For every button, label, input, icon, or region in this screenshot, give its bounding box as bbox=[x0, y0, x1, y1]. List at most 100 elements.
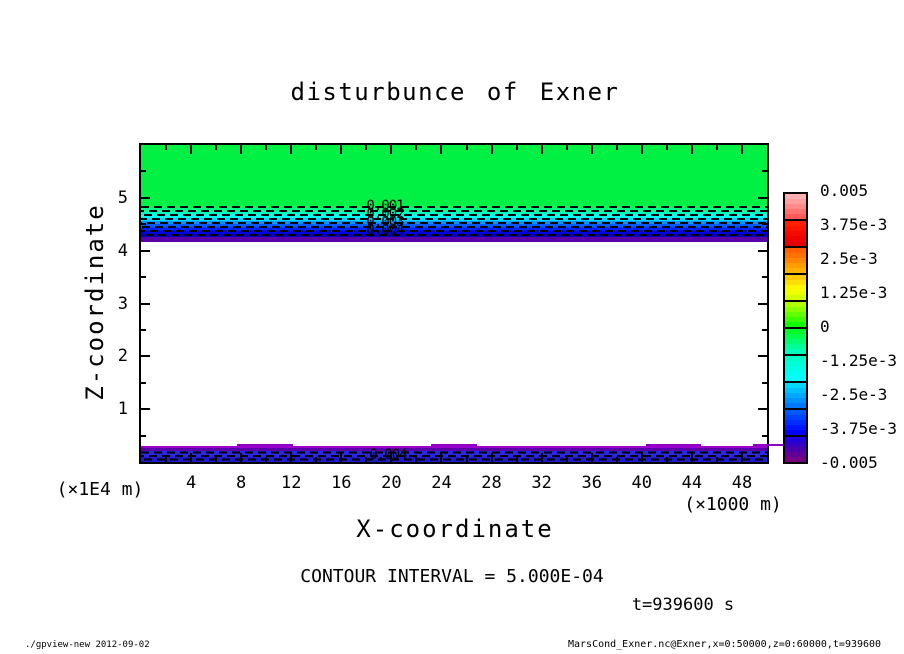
colorbar-block bbox=[785, 246, 806, 273]
x-tick-top bbox=[315, 145, 318, 150]
x-tick-top bbox=[640, 145, 643, 154]
y-tick-right bbox=[762, 276, 767, 279]
x-tick-top bbox=[415, 145, 418, 150]
x-tick-bottom bbox=[290, 453, 293, 462]
colorbar-tick-label: -2.5e-3 bbox=[820, 385, 888, 404]
contour-label-upper: 0.004 bbox=[366, 222, 404, 238]
colorbar-tick-label: -1.25e-3 bbox=[820, 351, 898, 370]
x-tick-bottom bbox=[190, 453, 193, 462]
x-tick-top bbox=[690, 145, 693, 154]
lower-band-bump bbox=[237, 444, 293, 446]
y-tick-label: 4 bbox=[117, 240, 128, 261]
y-tick-left bbox=[141, 249, 150, 252]
y-tick-left bbox=[141, 276, 146, 279]
x-tick-bottom bbox=[465, 457, 468, 462]
y-tick-right bbox=[762, 328, 767, 331]
x-tick-bottom bbox=[640, 453, 643, 462]
x-tick-top bbox=[665, 145, 668, 150]
colorbar-block bbox=[785, 354, 806, 381]
y-tick-right bbox=[758, 196, 767, 199]
x-tick-bottom bbox=[340, 453, 343, 462]
y-tick-left bbox=[141, 170, 146, 173]
x-tick-top bbox=[465, 145, 468, 150]
contour-label-upper: 0.002 bbox=[366, 206, 404, 222]
x-tick-label: 28 bbox=[481, 473, 502, 493]
x-tick-label: 12 bbox=[280, 473, 302, 493]
x-tick-top bbox=[165, 145, 168, 150]
contour-interval-note: CONTOUR INTERVAL = 5.000E-04 bbox=[300, 566, 604, 587]
x-tick-label: 48 bbox=[731, 473, 753, 493]
lower-band-purple-stripe bbox=[141, 448, 767, 451]
lower-contour-band: 0.004 bbox=[141, 444, 803, 463]
x-tick-top bbox=[515, 145, 518, 150]
y-tick-right bbox=[758, 249, 767, 252]
y-tick-right bbox=[762, 381, 767, 384]
y-tick-label: 5 bbox=[117, 187, 128, 208]
x-tick-top bbox=[490, 145, 493, 154]
x-tick-label: 4 bbox=[185, 473, 197, 493]
x-tick-bottom bbox=[490, 453, 493, 462]
contour-label-upper: 0.001 bbox=[366, 198, 404, 214]
x-tick-top bbox=[565, 145, 568, 150]
colorbar-tick-label: 0.005 bbox=[820, 181, 869, 200]
x-tick-bottom bbox=[415, 457, 418, 462]
x-tick-label: 16 bbox=[331, 473, 352, 493]
x-tick-label: 40 bbox=[631, 473, 653, 493]
y-tick-left bbox=[141, 355, 150, 358]
plot-title: disturbunce of Exner bbox=[290, 78, 620, 106]
x-tick-bottom bbox=[540, 453, 543, 462]
y-tick-right bbox=[762, 170, 767, 173]
x-tick-label: 20 bbox=[381, 473, 402, 493]
upper-contour-band bbox=[141, 205, 767, 242]
colorbar-block bbox=[785, 327, 806, 354]
x-tick-bottom bbox=[390, 453, 393, 462]
x-tick-top bbox=[340, 145, 343, 154]
y-tick-label: 2 bbox=[117, 346, 128, 367]
x-tick-label: 24 bbox=[431, 473, 452, 493]
x-tick-top bbox=[390, 145, 393, 154]
colorbar-tick-label: 3.75e-3 bbox=[820, 215, 888, 234]
y-tick-right bbox=[762, 434, 767, 437]
footer-command-stamp: ./gpview-new 2012-09-02 bbox=[25, 640, 150, 650]
y-tick-right bbox=[758, 355, 767, 358]
y-axis-unit: (×1E4 m) bbox=[56, 479, 144, 500]
y-tick-left bbox=[141, 302, 150, 305]
contour-label-upper: 0.003 bbox=[366, 214, 404, 230]
y-tick-right bbox=[762, 223, 767, 226]
contour-label-lower: 0.004 bbox=[369, 447, 407, 463]
colorbar-tick-label: 1.25e-3 bbox=[820, 283, 888, 302]
lower-band-edge-row bbox=[141, 446, 767, 448]
x-tick-label: 32 bbox=[531, 473, 552, 493]
x-axis-unit: (×1000 m) bbox=[684, 494, 782, 515]
x-tick-top bbox=[615, 145, 618, 150]
x-tick-top bbox=[240, 145, 243, 154]
x-tick-top bbox=[715, 145, 718, 150]
y-tick-left bbox=[141, 196, 150, 199]
x-tick-label: 8 bbox=[236, 473, 247, 493]
y-tick-label: 1 bbox=[117, 399, 128, 420]
x-axis-title: X-coordinate bbox=[356, 515, 554, 543]
x-tick-bottom bbox=[315, 457, 318, 462]
colorbar-block bbox=[785, 219, 806, 246]
dashed-contour-lines-upper bbox=[141, 206, 767, 236]
colorbar-tick-label: 0 bbox=[820, 317, 830, 336]
colorbar-block bbox=[785, 435, 806, 462]
colorbar-block bbox=[785, 381, 806, 408]
colorbar-block bbox=[785, 194, 806, 219]
y-tick-left bbox=[141, 408, 150, 411]
x-tick-label: 44 bbox=[681, 473, 703, 493]
colorbar-block bbox=[785, 300, 806, 327]
colorbar-tick-label: -3.75e-3 bbox=[820, 419, 898, 438]
x-tick-top bbox=[365, 145, 368, 150]
y-tick-label: 3 bbox=[117, 293, 128, 314]
lower-band-bump bbox=[431, 444, 477, 446]
x-tick-top bbox=[190, 145, 193, 154]
colorbar bbox=[783, 192, 808, 464]
x-tick-top bbox=[590, 145, 593, 154]
y-tick-left bbox=[141, 223, 146, 226]
x-tick-bottom bbox=[565, 457, 568, 462]
x-tick-label: 36 bbox=[581, 473, 602, 493]
y-tick-left bbox=[141, 328, 146, 331]
colorbar-tick-label: 2.5e-3 bbox=[820, 249, 878, 268]
